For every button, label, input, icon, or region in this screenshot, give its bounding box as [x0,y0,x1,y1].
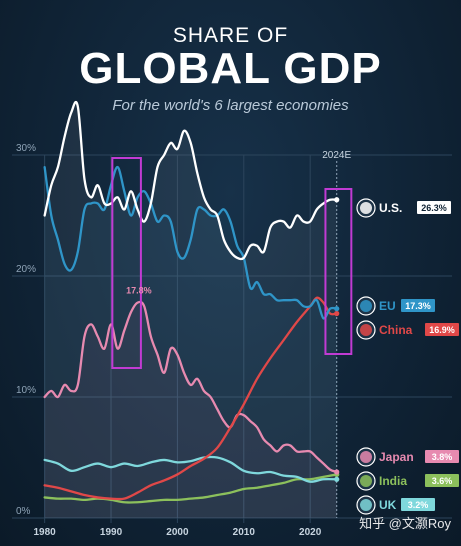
value-badge-label: 17.3% [405,301,431,311]
legend-name: India [379,474,407,488]
legend-entry-eu: EU 17.3% [356,296,435,316]
series-end-point [334,469,340,475]
series-end-point [334,306,340,312]
watermark: 知乎 @文灏Roy [359,516,451,531]
flag-icon-fill [360,475,372,487]
series-area-us. [44,102,337,519]
value-badge [425,474,459,487]
legend-name: U.S. [379,201,402,215]
x-tick-label: 1990 [100,527,123,538]
highlight-box [111,157,142,369]
series-end-point [334,197,340,203]
projection-label: 2024E [322,150,351,161]
legend-name: UK [379,498,397,512]
legend-entry-uk: UK 3.2% [356,495,435,515]
value-badge-label: 16.9% [429,325,455,335]
y-tick-label: 10% [16,385,36,396]
series-line-us. [43,101,338,261]
kicker-title: SHARE OF [172,24,289,47]
legend-entry-japan: Japan 3.8% [356,447,459,467]
legend-name: China [379,323,413,337]
value-badge [425,323,459,336]
series-line-eu [43,165,338,320]
legend-entry-us.: U.S. 26.3% [356,198,451,218]
value-badge-label: 3.6% [432,476,453,486]
subtitle: For the world's 6 largest economies [112,97,349,114]
series-line-uk [43,455,338,483]
x-tick-label: 2010 [233,527,256,538]
flag-icon-fill [360,300,372,312]
flag-icon-fill [360,451,372,463]
value-badge-label: 3.8% [432,452,453,462]
annotation-label: 17.8% [126,286,152,296]
series-line-japan [43,300,338,474]
value-badge [401,498,435,511]
flag-icon-fill [360,499,372,511]
highlight-box [324,188,353,355]
value-badge-label: 26.3% [421,203,447,213]
series-area-japan [44,301,337,518]
legend-entry-china: China 16.9% [356,320,459,340]
legend-name: Japan [379,450,414,464]
series-area-eu [44,167,337,518]
y-tick-label: 0% [16,506,31,517]
value-badge [417,201,451,214]
value-badge-label: 3.2% [408,500,429,510]
series-end-point [334,310,340,317]
series-line-india [43,473,338,504]
main-title: GLOBAL GDP [79,44,382,93]
y-tick-label: 20% [16,264,36,275]
x-tick-label: 2000 [166,527,189,538]
flag-icon-fill [360,202,372,214]
y-tick-label: 30% [16,143,36,154]
value-badge [401,299,435,312]
value-badge [425,450,459,463]
flag-icon-fill [360,324,372,336]
series-end-point [334,476,340,482]
legend-entry-india: India 3.6% [356,471,459,491]
x-tick-label: 2020 [299,527,322,538]
x-tick-label: 1980 [34,527,57,538]
legend-name: EU [379,299,396,313]
